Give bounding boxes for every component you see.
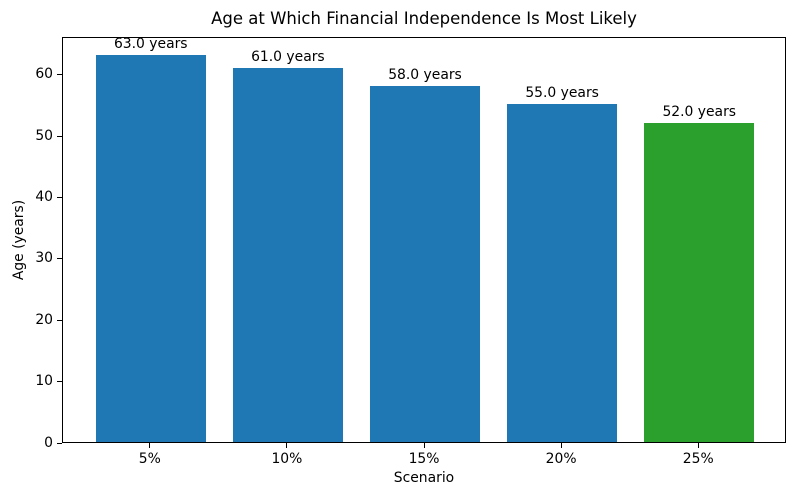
x-tick-label: 25% (682, 451, 714, 467)
y-tick-label: 50 (35, 127, 53, 144)
y-tick-mark (57, 381, 62, 383)
x-tick-mark (149, 443, 151, 448)
x-tick-label: 5% (138, 451, 161, 467)
bar-15% (370, 86, 480, 442)
y-tick-label: 40 (35, 188, 53, 205)
x-tick-mark (697, 443, 699, 448)
x-axis-label: Scenario (393, 470, 455, 486)
y-tick-mark (57, 258, 62, 260)
y-axis-label: Age (years) (11, 199, 27, 281)
bar-value-label: 58.0 years (388, 67, 462, 84)
y-tick-label: 60 (35, 66, 53, 83)
bar-5% (95, 55, 206, 442)
x-tick-label: 15% (408, 451, 440, 467)
bar-value-label: 55.0 years (525, 85, 599, 102)
y-tick-label: 30 (35, 250, 53, 267)
plot-area: 63.0 years 61.0 years 58.0 years 55.0 years… (62, 36, 786, 443)
y-tick-mark (57, 442, 62, 444)
y-tick-mark (57, 135, 62, 137)
bar-20% (507, 104, 617, 442)
bar-25% (644, 122, 755, 442)
x-tick-mark (560, 443, 562, 448)
y-tick-mark (57, 319, 62, 321)
y-tick-label: 0 (44, 434, 53, 451)
x-tick-label: 10% (271, 451, 303, 467)
x-tick-mark (286, 443, 288, 448)
bar-value-label: 52.0 years (662, 103, 737, 120)
y-tick-label: 20 (35, 311, 53, 328)
y-tick-label: 10 (35, 373, 53, 390)
y-tick-mark (57, 74, 62, 76)
x-tick-mark (423, 443, 425, 448)
chart-title: Age at Which Financial Independence Is M… (211, 9, 637, 28)
bar-value-label: 63.0 years (113, 36, 188, 53)
y-tick-mark (57, 196, 62, 198)
bar-value-label: 61.0 years (251, 48, 325, 65)
bar-10% (233, 67, 343, 442)
x-tick-label: 20% (545, 451, 577, 467)
